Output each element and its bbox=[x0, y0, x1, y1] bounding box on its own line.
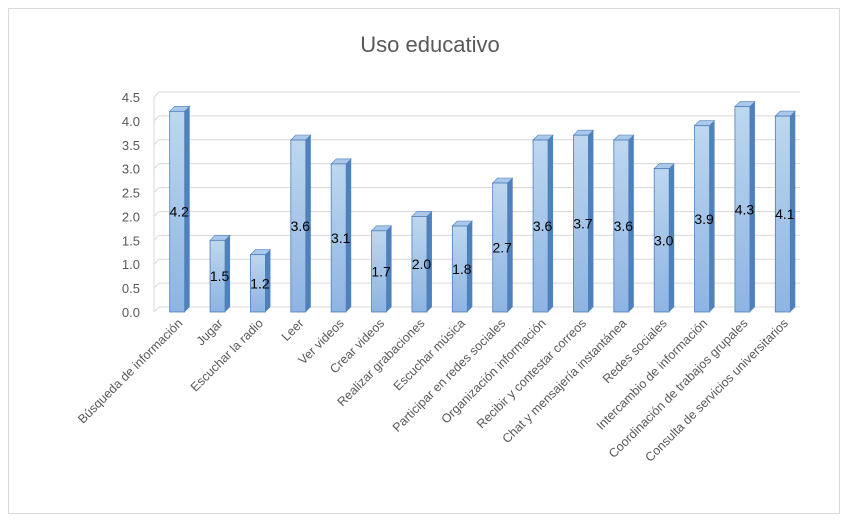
bar bbox=[370, 225, 393, 313]
x-category-label: Leer bbox=[279, 316, 307, 344]
data-label: 3.6 bbox=[614, 218, 634, 234]
bar bbox=[249, 249, 272, 313]
bar bbox=[330, 158, 352, 313]
bar-side bbox=[749, 101, 755, 312]
bar bbox=[532, 134, 554, 313]
gridline-offset bbox=[153, 187, 160, 193]
y-axis-ticks: 0.0 0.5 1.0 1.5 2.0 2.5 3.0 3.5 4.0 4.5 bbox=[122, 90, 140, 320]
data-label: 1.7 bbox=[371, 263, 391, 279]
bar-side bbox=[386, 225, 392, 312]
x-category-label: Escuchar música bbox=[391, 316, 468, 393]
bar-side bbox=[265, 249, 271, 312]
bar bbox=[411, 211, 433, 313]
bar bbox=[734, 101, 756, 313]
bar-side bbox=[709, 120, 715, 313]
data-label: 2.0 bbox=[412, 256, 432, 272]
bar-side bbox=[790, 111, 796, 312]
bar-front bbox=[573, 134, 589, 313]
bar-side bbox=[305, 135, 311, 312]
bar bbox=[653, 163, 675, 313]
gridline-offset bbox=[153, 282, 160, 289]
data-label: 3.7 bbox=[573, 216, 593, 232]
data-label: 1.5 bbox=[210, 268, 230, 284]
gridline-offset bbox=[153, 91, 160, 98]
bar-front bbox=[613, 139, 630, 313]
y-tick-label: 3.0 bbox=[122, 162, 140, 177]
bar-front bbox=[694, 125, 710, 313]
bar-front bbox=[734, 106, 751, 313]
y-tick-label: 1.5 bbox=[122, 233, 140, 248]
gridline-offset bbox=[153, 234, 160, 241]
gridline-offset bbox=[153, 306, 160, 313]
bar-side bbox=[225, 235, 231, 312]
data-label: 4.2 bbox=[169, 204, 189, 220]
bar-side bbox=[467, 221, 473, 312]
data-label: 4.3 bbox=[735, 201, 755, 217]
data-label: 3.0 bbox=[654, 232, 674, 248]
bar-front bbox=[653, 168, 670, 313]
bar-front bbox=[371, 230, 387, 313]
bar-side bbox=[507, 178, 513, 312]
bar bbox=[613, 134, 635, 313]
bar bbox=[774, 110, 797, 313]
bar bbox=[290, 134, 312, 313]
gridline-offset bbox=[153, 258, 160, 265]
bar-front bbox=[250, 254, 266, 313]
bar-front bbox=[492, 182, 509, 313]
data-label: 3.6 bbox=[533, 218, 553, 234]
x-category-label: Jugar bbox=[194, 316, 226, 348]
y-tick-label: 2.0 bbox=[122, 209, 140, 224]
bars bbox=[168, 101, 797, 313]
bar-front bbox=[451, 225, 468, 313]
data-label: 4.1 bbox=[775, 206, 795, 222]
gridline-offset bbox=[153, 211, 160, 217]
chart-title: Uso educativo bbox=[360, 32, 499, 57]
x-category-label: Escuchar la radio bbox=[188, 316, 266, 394]
bar bbox=[451, 220, 474, 313]
y-tick-label: 4.5 bbox=[122, 90, 140, 105]
bar bbox=[693, 120, 716, 313]
data-label: 2.7 bbox=[492, 240, 512, 256]
bar bbox=[491, 177, 514, 313]
data-label: 3.9 bbox=[694, 211, 714, 227]
bar-side bbox=[669, 163, 675, 312]
data-labels: 4.2 1.5 1.2 3.6 3.1 1.7 2.0 1.8 2.7 3.6 3.7 3.6 3.0 3… bbox=[169, 201, 794, 291]
bar-side bbox=[548, 135, 554, 312]
bar-side bbox=[588, 130, 594, 312]
gridline-offset bbox=[153, 139, 160, 146]
bar-front bbox=[774, 115, 791, 313]
bar-side bbox=[628, 135, 634, 312]
y-tick-label: 4.0 bbox=[122, 114, 140, 129]
y-tick-label: 2.5 bbox=[122, 186, 140, 201]
y-tick-label: 0.0 bbox=[122, 305, 140, 320]
x-category-label: Búsqueda de información bbox=[75, 316, 185, 426]
bar-front bbox=[330, 163, 347, 313]
bar-side bbox=[426, 211, 432, 312]
bar-front bbox=[532, 139, 549, 313]
data-label: 1.8 bbox=[452, 261, 472, 277]
bar-side bbox=[184, 106, 190, 312]
y-tick-label: 0.5 bbox=[122, 281, 140, 296]
bar bbox=[209, 235, 231, 313]
bar-front bbox=[169, 110, 186, 313]
data-label: 3.1 bbox=[331, 230, 351, 246]
y-tick-label: 3.5 bbox=[122, 138, 140, 153]
y-tick-label: 1.0 bbox=[122, 257, 140, 272]
data-label: 1.2 bbox=[250, 275, 270, 291]
bar-front bbox=[290, 139, 307, 313]
gridline-offset bbox=[153, 163, 160, 170]
bar-front bbox=[411, 216, 428, 313]
gridline-offset bbox=[153, 115, 160, 122]
bar bbox=[168, 106, 191, 313]
bar-side bbox=[346, 158, 352, 312]
bar bbox=[572, 129, 595, 313]
data-label: 3.6 bbox=[291, 218, 311, 234]
bar-front bbox=[209, 239, 226, 313]
x-category-label: Consulta de servicios universitarios bbox=[642, 316, 790, 464]
